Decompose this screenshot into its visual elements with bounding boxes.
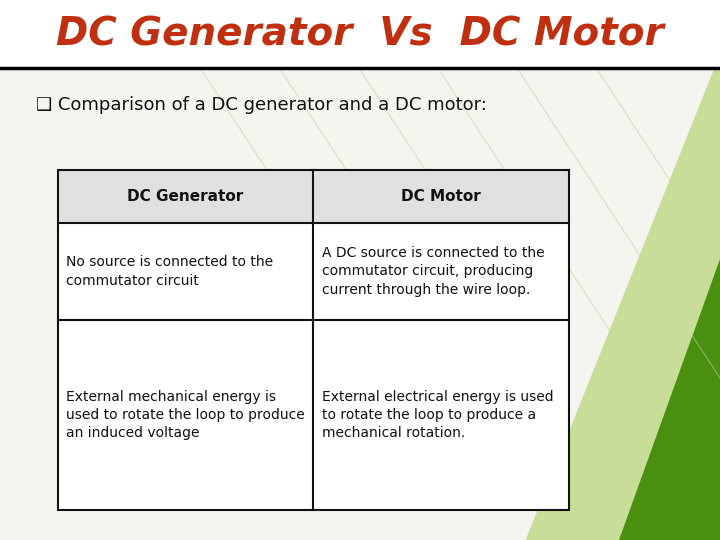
Polygon shape — [619, 259, 720, 540]
Bar — [58, 170, 569, 510]
Bar — [58, 320, 569, 510]
Text: DC Generator  Vs  DC Motor: DC Generator Vs DC Motor — [56, 15, 664, 53]
Text: DC Motor: DC Motor — [401, 189, 481, 204]
Polygon shape — [569, 389, 720, 540]
Text: ❑ Comparison of a DC generator and a DC motor:: ❑ Comparison of a DC generator and a DC … — [36, 96, 487, 114]
Text: External mechanical energy is
used to rotate the loop to produce
an induced volt: External mechanical energy is used to ro… — [66, 390, 305, 441]
Polygon shape — [432, 54, 720, 540]
FancyBboxPatch shape — [0, 0, 720, 68]
Text: External electrical energy is used
to rotate the loop to produce a
mechanical ro: External electrical energy is used to ro… — [322, 390, 554, 441]
Text: DC Generator: DC Generator — [127, 189, 243, 204]
Text: No source is connected to the
commutator circuit: No source is connected to the commutator… — [66, 255, 274, 287]
Bar — [58, 170, 569, 223]
Bar — [58, 223, 569, 320]
Text: A DC source is connected to the
commutator circuit, producing
current through th: A DC source is connected to the commutat… — [322, 246, 544, 296]
